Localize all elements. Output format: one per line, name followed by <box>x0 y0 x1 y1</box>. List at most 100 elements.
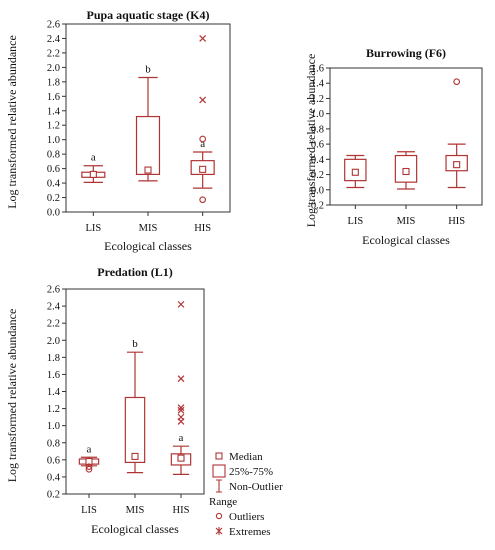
y-tick-label: 0.0 <box>311 185 324 196</box>
x-tick-label: MIS <box>397 216 416 227</box>
chart-title: Burrowing (F6) <box>366 46 446 60</box>
y-tick-label: 0.8 <box>311 124 324 135</box>
x-axis-label: Ecological classes <box>104 239 192 253</box>
iqr-box <box>135 115 161 176</box>
y-tick-label: 1.2 <box>311 94 324 105</box>
y-tick-label: 0.4 <box>47 472 61 483</box>
significance-letter: a <box>91 152 96 164</box>
legend-label-box: 25%-75% <box>229 466 273 478</box>
y-tick-label: 2.2 <box>47 48 60 59</box>
y-tick-label: 2.4 <box>47 302 61 313</box>
y-tick-label: 0.4 <box>47 179 61 190</box>
legend-label-median: Median <box>229 451 263 463</box>
iqr-box <box>124 396 146 463</box>
y-tick-label: 0.6 <box>47 455 60 466</box>
x-axis-label: Ecological classes <box>362 233 450 247</box>
y-tick-label: 0.2 <box>47 490 60 501</box>
x-tick-label: MIS <box>139 223 158 234</box>
y-axis-label: Log transformed relative abundance <box>5 309 19 483</box>
median-marker <box>199 165 207 173</box>
panel-burrowing: Burrowing (F6) -0.2 0.0 0.2 0.4 0.6 0.8 1.0 1.2 1… <box>304 46 483 247</box>
median-marker <box>453 161 461 169</box>
y-tick-label: 1.4 <box>47 106 61 117</box>
y-tick-label: 1.0 <box>311 109 324 120</box>
y-tick-label: -0.2 <box>307 201 324 212</box>
extreme-point <box>177 413 185 421</box>
outlier-point <box>199 196 207 204</box>
legend-label-none: Range <box>209 496 237 508</box>
panel-pupa-aquatic-stage: Pupa aquatic stage (K4) 0.0 0.2 0.4 0.6 0.8 1.… <box>5 8 231 253</box>
x-tick-label: MIS <box>126 505 145 516</box>
extreme-point <box>199 35 207 42</box>
y-tick-label: 1.4 <box>47 387 61 398</box>
y-tick-label: 2.6 <box>47 20 60 31</box>
median-marker <box>402 167 410 176</box>
y-tick-label: 1.6 <box>311 64 324 75</box>
extreme-point <box>199 96 207 104</box>
legend-median-symbol <box>215 452 223 460</box>
panel-predation: Predation (L1) 0.2 0.4 0.6 0.8 1.0 1.2 1.4 1.6 1.… <box>5 265 205 536</box>
y-tick-label: 0.8 <box>47 150 60 161</box>
significance-letter: b <box>145 64 151 76</box>
y-tick-label: 1.2 <box>47 121 60 132</box>
y-tick-label: 2.0 <box>47 336 60 347</box>
x-tick-label: HIS <box>173 505 190 516</box>
legend: Median 25%-75% Non-Outlier Range Outliers Ext… <box>209 451 283 538</box>
y-tick-label: 0.4 <box>311 155 325 166</box>
y-tick-label: 1.2 <box>47 404 60 415</box>
y-axis-label: Log transformed relative abundance <box>304 54 318 228</box>
x-tick-label: LIS <box>85 223 101 234</box>
x-tick-label: LIS <box>347 216 363 227</box>
y-axis-label: Log transformed relative abundance <box>5 35 19 209</box>
x-tick-label: HIS <box>194 223 211 234</box>
significance-letter: a <box>87 443 92 455</box>
legend-outlier-symbol <box>215 512 223 520</box>
significance-letter: b <box>132 338 138 350</box>
extreme-point <box>177 300 185 308</box>
extreme-point <box>177 375 185 383</box>
outlier-point <box>85 465 93 473</box>
median-marker <box>177 454 185 462</box>
median-marker <box>351 168 359 176</box>
y-tick-label: 1.8 <box>47 77 60 88</box>
significance-letter: a <box>179 432 184 444</box>
outlier-point <box>85 463 93 471</box>
y-tick-label: 1.0 <box>47 135 60 146</box>
y-tick-label: 2.6 <box>47 285 60 296</box>
y-tick-label: 1.0 <box>47 421 60 432</box>
y-tick-label: 0.6 <box>47 164 60 175</box>
y-tick-label: 0.2 <box>47 193 60 204</box>
y-tick-label: 0.0 <box>47 208 60 219</box>
median-marker <box>131 452 139 460</box>
y-tick-label: 1.6 <box>47 370 60 381</box>
outlier-point <box>199 135 207 143</box>
y-tick-label: 1.6 <box>47 92 60 103</box>
legend-whisker-symbol <box>216 479 222 493</box>
extreme-point <box>177 404 185 412</box>
y-tick-label: 0.6 <box>311 140 324 151</box>
x-axis-label: Ecological classes <box>91 522 179 536</box>
x-tick-label: LIS <box>81 505 97 516</box>
outlier-point <box>453 78 461 86</box>
y-tick-label: 0.2 <box>311 170 324 181</box>
chart-title: Predation (L1) <box>97 265 172 279</box>
median-marker <box>85 457 93 466</box>
x-tick-label: HIS <box>448 216 465 227</box>
y-tick-label: 1.4 <box>311 79 325 90</box>
extreme-point <box>177 406 185 414</box>
legend-box-symbol <box>212 464 226 478</box>
chart-title: Pupa aquatic stage (K4) <box>87 8 210 22</box>
significance-letter: a <box>200 138 205 150</box>
median-marker <box>144 166 152 174</box>
legend-label-extreme: Extremes <box>229 526 271 538</box>
y-tick-label: 2.2 <box>47 319 60 330</box>
legend-label-outlier: Outliers <box>229 511 264 523</box>
y-tick-label: 1.8 <box>47 353 60 364</box>
y-tick-label: 2.4 <box>47 34 61 45</box>
median-marker <box>89 170 97 178</box>
legend-extreme-symbol <box>215 527 223 535</box>
legend-label-whisker: Non-Outlier <box>229 481 283 493</box>
y-tick-label: 2.0 <box>47 63 60 74</box>
y-tick-label: 0.8 <box>47 438 60 449</box>
